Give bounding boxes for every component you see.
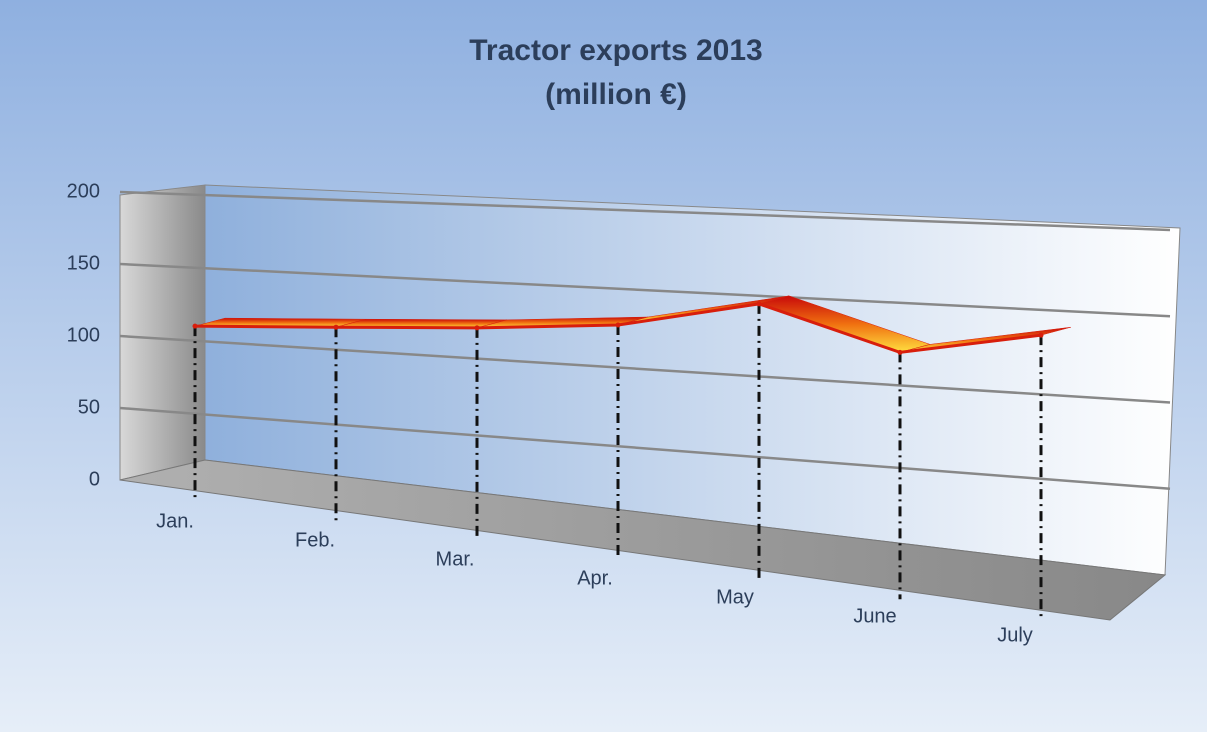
point bbox=[474, 325, 480, 331]
grid-line bbox=[119, 262, 1171, 318]
x-tick-label: Mar. bbox=[436, 548, 475, 570]
point bbox=[615, 322, 621, 328]
point bbox=[333, 324, 339, 330]
y-tick-label: 100 bbox=[67, 324, 100, 346]
x-tick-label: Apr. bbox=[577, 567, 613, 589]
point bbox=[192, 323, 198, 329]
side-wall bbox=[119, 184, 206, 481]
grid-line bbox=[119, 334, 1171, 404]
point bbox=[756, 301, 762, 307]
grid-line bbox=[119, 190, 1171, 232]
x-tick-label: May bbox=[716, 586, 754, 608]
x-tick-label: June bbox=[853, 605, 896, 627]
x-tick-label: July bbox=[997, 624, 1033, 646]
x-tick-label: Feb. bbox=[295, 529, 335, 551]
y-tick-label: 200 bbox=[67, 180, 100, 202]
point bbox=[1038, 332, 1044, 338]
y-tick-label: 150 bbox=[67, 252, 100, 274]
grid-line bbox=[119, 406, 1171, 490]
y-tick-label: 0 bbox=[89, 468, 100, 490]
x-tick-label: Jan. bbox=[156, 510, 194, 532]
chart-title: Tractor exports 2013 bbox=[469, 34, 762, 67]
y-tick-label: 50 bbox=[78, 396, 100, 418]
point bbox=[897, 349, 903, 355]
floor bbox=[119, 459, 1167, 621]
chart-subtitle: (million €) bbox=[545, 78, 687, 111]
